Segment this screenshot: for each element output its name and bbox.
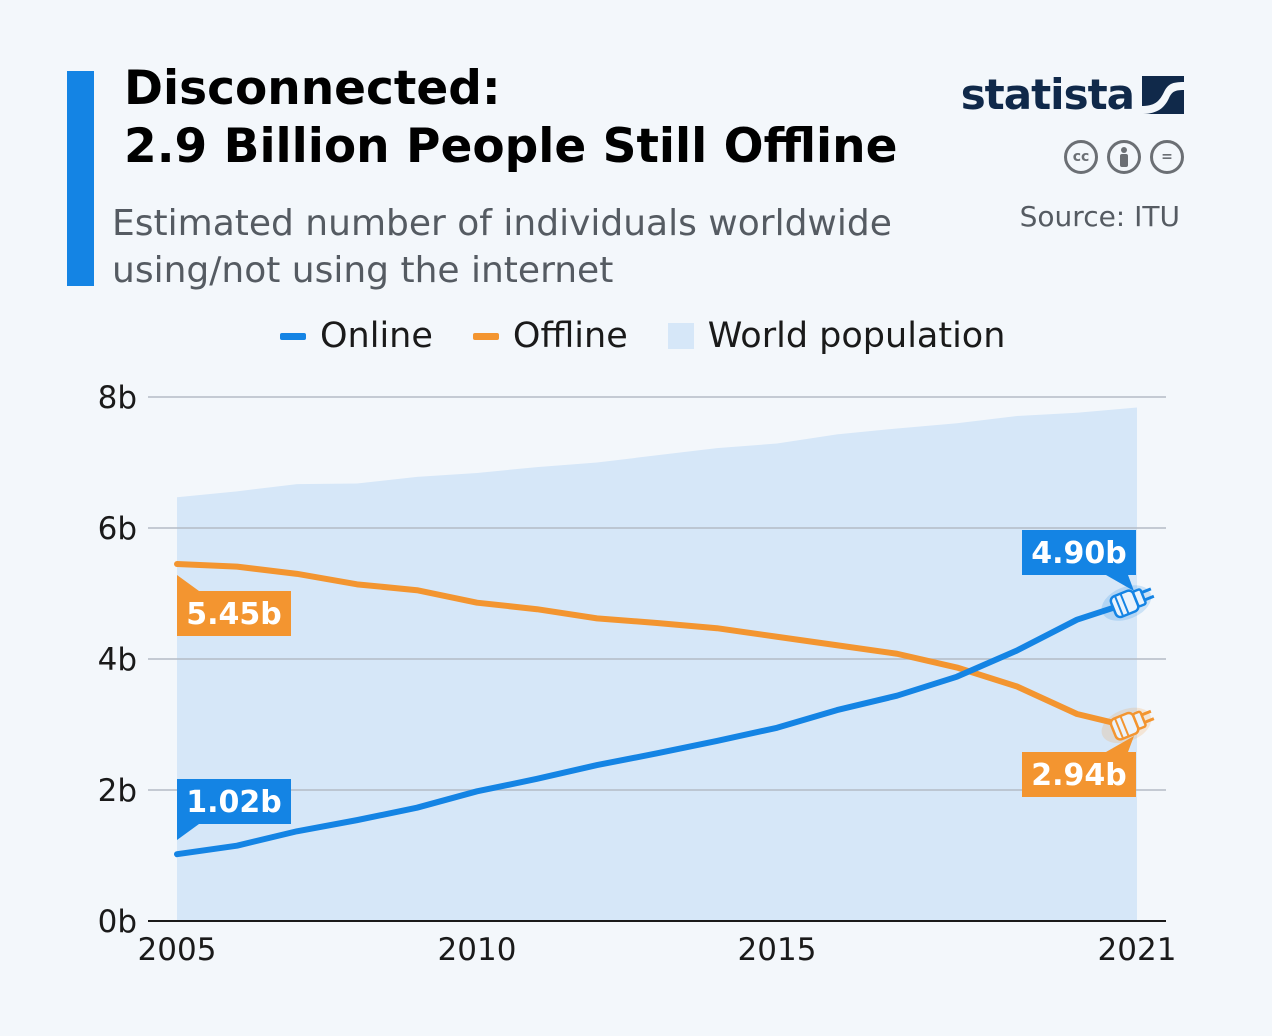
y-tick-label-0b: 0b [98,904,137,940]
title-line-2: 2.9 Billion People Still Offline [124,119,898,174]
statista-logo[interactable]: statista [961,70,1184,119]
chart-legend: Online Offline World population [280,316,1005,356]
x-tick-label-2010: 2010 [438,932,517,968]
x-tick-label-2015: 2015 [738,932,817,968]
x-tick-label-2005: 2005 [138,932,217,968]
logo-text: statista [960,70,1135,119]
data-label-online-end: 4.90b [1031,536,1127,571]
page-title: Disconnected: 2.9 Billion People Still O… [124,60,897,176]
data-label-offline-start: 5.45b [186,597,282,632]
callout-tail-offline-end [1106,736,1134,752]
legend-item-online: Online [280,316,433,356]
source-label: Source: ITU [1019,200,1180,233]
nd-icon[interactable]: = [1150,140,1184,174]
legend-label-offline: Offline [512,316,628,356]
callout-tail-offline-start [177,575,199,591]
legend-swatch-offline [472,332,499,340]
legend-swatch-online [280,332,306,340]
y-tick-label-2b: 2b [98,773,137,809]
legend-label-online: Online [320,316,433,356]
series-line-offline [174,561,1140,732]
y-tick-label-8b: 8b [98,380,137,416]
legend-swatch-population [667,323,694,349]
data-label-online-start: 1.02b [186,785,282,820]
subtitle: Estimated number of individuals worldwid… [112,203,892,291]
license-icons: cc = [1064,140,1184,174]
callout-box-online-start [177,779,291,824]
legend-item-offline: Offline [472,316,628,356]
plug-icon-offline [1101,707,1155,744]
legend-label-population: World population [707,316,1006,356]
callout-box-online-end [1022,530,1136,575]
plug-icon-online [1101,585,1155,621]
y-tick-label-6b: 6b [98,511,137,547]
series-line-online [174,597,1140,858]
by-icon[interactable] [1107,140,1141,174]
data-label-offline-end: 2.94b [1031,758,1127,793]
title-line-1: Disconnected: [124,61,501,116]
cc-icon[interactable]: cc [1064,140,1098,174]
statista-logo-icon [1142,75,1184,114]
callout-tail-online-end [1106,575,1134,591]
accent-bar [67,71,94,286]
legend-item-population: World population [667,316,1006,356]
callout-box-offline-end [1022,752,1136,797]
population-area [177,407,1137,922]
x-tick-label-2021: 2021 [1098,932,1177,968]
callout-box-offline-start [177,591,291,636]
y-tick-label-4b: 4b [98,642,137,678]
callout-tail-online-start [177,824,199,840]
